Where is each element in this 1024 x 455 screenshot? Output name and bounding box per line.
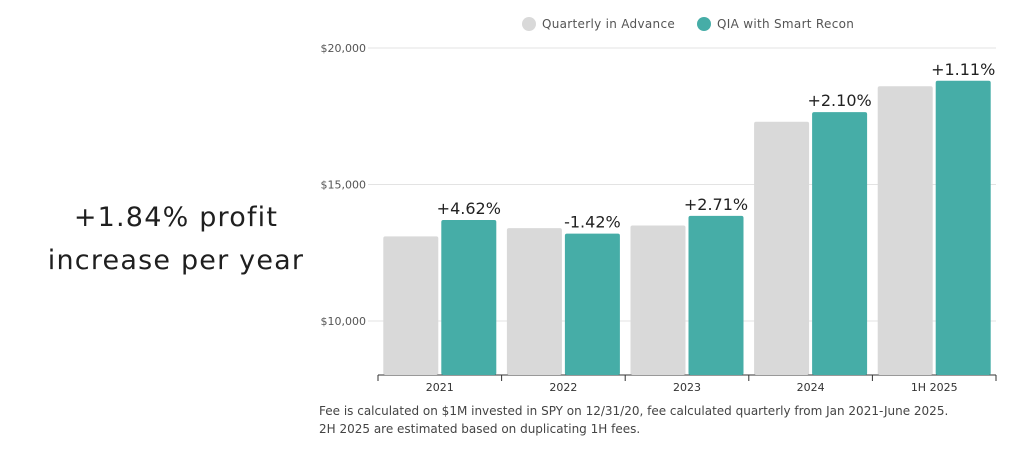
legend-swatch-series-1 bbox=[522, 17, 536, 31]
bar-quarterly-in-advance bbox=[506, 228, 562, 375]
bar-qia-smart-recon bbox=[564, 233, 620, 375]
x-tick-label: 2022 bbox=[549, 381, 577, 394]
bar-qia-smart-recon bbox=[688, 215, 744, 375]
bar-qia-smart-recon bbox=[441, 219, 497, 375]
legend-label-series-2: QIA with Smart Recon bbox=[717, 17, 855, 31]
headline-line-2: increase per year bbox=[47, 245, 305, 276]
data-label: +1.11% bbox=[931, 60, 995, 79]
footnote-line-2: 2H 2025 are estimated based on duplicati… bbox=[319, 422, 641, 436]
headline-line-1: +1.84% profit bbox=[73, 202, 279, 233]
x-tick-label: 2023 bbox=[673, 381, 701, 394]
footnote-line-1: Fee is calculated on $1M invested in SPY… bbox=[319, 404, 949, 418]
y-tick-label: $10,000 bbox=[321, 315, 367, 328]
bar-qia-smart-recon bbox=[812, 112, 868, 375]
legend-item-series-2: QIA with Smart Recon bbox=[697, 17, 854, 31]
x-tick-label: 2024 bbox=[797, 381, 825, 394]
profit-headline: +1.84% profit increase per year bbox=[0, 196, 352, 282]
y-tick-label: $15,000 bbox=[321, 179, 367, 192]
bar-quarterly-in-advance bbox=[383, 236, 439, 375]
bar-chart: $20,000 $15,000 $10,000 +4.62% 2021 -1.42% 202… bbox=[321, 42, 997, 394]
bar-quarterly-in-advance bbox=[630, 225, 686, 375]
x-tick-label: 2021 bbox=[426, 381, 454, 394]
bar-qia-smart-recon bbox=[935, 80, 991, 375]
legend-label-series-1: Quarterly in Advance bbox=[542, 17, 676, 31]
data-label: +2.10% bbox=[807, 91, 871, 110]
data-label: +4.62% bbox=[437, 199, 501, 218]
chart-footnote: Fee is calculated on $1M invested in SPY… bbox=[319, 402, 1019, 438]
legend-item-series-1: Quarterly in Advance bbox=[522, 17, 675, 31]
y-tick-label: $20,000 bbox=[321, 42, 367, 55]
data-label: +2.71% bbox=[684, 195, 748, 214]
bar-quarterly-in-advance bbox=[877, 86, 933, 375]
legend-swatch-series-2 bbox=[697, 17, 712, 31]
bar-quarterly-in-advance bbox=[754, 121, 810, 376]
chart-legend: Quarterly in Advance QIA with Smart Reco… bbox=[522, 14, 854, 34]
x-tick-label: 1H 2025 bbox=[911, 381, 958, 394]
data-label: -1.42% bbox=[564, 213, 621, 232]
